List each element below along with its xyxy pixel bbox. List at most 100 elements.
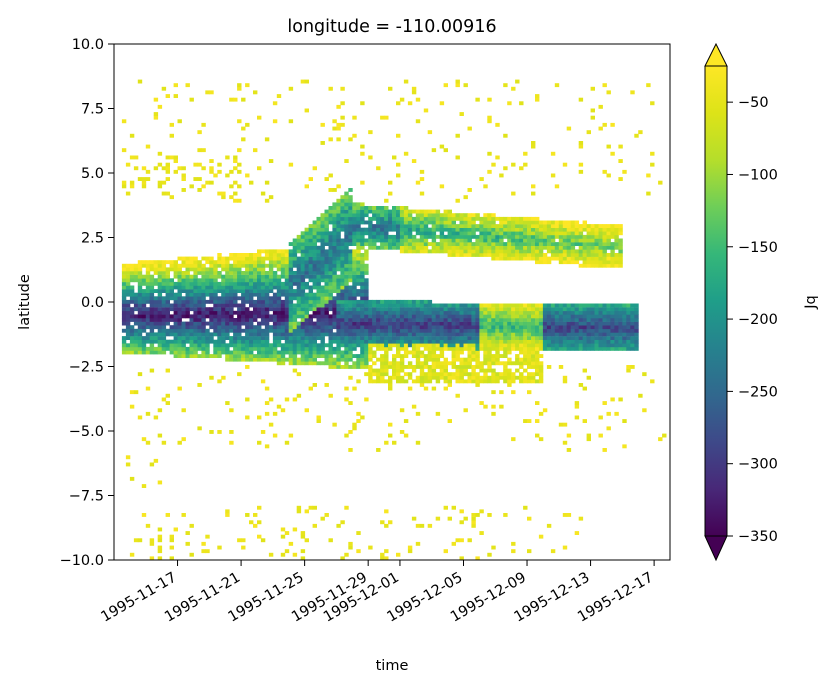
heatmap-cell (221, 325, 226, 330)
heatmap-cell (320, 278, 325, 283)
heatmap-cell (344, 505, 349, 510)
heatmap-cell (415, 321, 421, 326)
heatmap-cell (435, 379, 441, 384)
heatmap-cell (348, 220, 353, 225)
heatmap-cell (324, 260, 329, 265)
heatmap-cell (403, 213, 409, 218)
heatmap-cell (312, 328, 317, 333)
heatmap-cell (312, 321, 317, 326)
heatmap-cell (336, 281, 341, 286)
heatmap-cell (344, 339, 349, 344)
heatmap-cell (475, 325, 480, 330)
heatmap-cell (336, 339, 341, 344)
heatmap-cell (272, 321, 278, 326)
heatmap-cell (284, 299, 290, 304)
heatmap-cell (189, 343, 194, 348)
heatmap-cell (340, 556, 345, 560)
heatmap-cell (344, 296, 349, 301)
heatmap-cell (237, 357, 242, 362)
heatmap-cell (566, 325, 572, 330)
heatmap-cell (237, 119, 242, 124)
heatmap-cell (316, 296, 321, 301)
heatmap-cell (253, 336, 258, 340)
heatmap-cell (590, 224, 595, 228)
heatmap-cell (491, 411, 496, 416)
heatmap-cell (181, 321, 186, 326)
heatmap-cell (546, 303, 552, 308)
heatmap-cell (483, 310, 488, 315)
heatmap-cell (296, 505, 302, 510)
heatmap-cell (535, 216, 540, 221)
heatmap-cell (352, 278, 357, 283)
heatmap-cell (133, 336, 139, 340)
heatmap-cell (590, 346, 595, 351)
heatmap-cell (121, 184, 127, 189)
heatmap-cell (205, 274, 210, 279)
heatmap-cell (388, 216, 393, 221)
heatmap-cell (137, 350, 143, 355)
heatmap-cell (368, 368, 373, 373)
heatmap-cell (245, 263, 250, 268)
heatmap-cell (177, 296, 182, 301)
heatmap-cell (515, 325, 520, 330)
heatmap-cell (483, 249, 488, 254)
heatmap-cell (288, 343, 294, 348)
heatmap-cell (181, 437, 186, 442)
heatmap-cell (300, 253, 306, 257)
heatmap-cell (376, 339, 381, 344)
heatmap-cell (197, 130, 202, 135)
heatmap-cell (503, 256, 508, 261)
heatmap-cell (249, 278, 254, 283)
heatmap-cell (463, 253, 468, 257)
heatmap-cell (284, 260, 290, 265)
heatmap-cell (284, 332, 290, 337)
heatmap-cell (431, 375, 437, 380)
heatmap-cell (415, 209, 421, 214)
heatmap-cell (229, 354, 234, 358)
heatmap-cell (388, 191, 393, 196)
heatmap-cell (618, 231, 623, 236)
heatmap-cell (503, 307, 508, 312)
heatmap-cell (380, 336, 385, 340)
heatmap-cell (356, 209, 361, 214)
heatmap-cell (352, 296, 357, 301)
heatmap-cell (237, 303, 242, 308)
heatmap-cell (197, 354, 202, 358)
heatmap-cell (578, 97, 584, 102)
heatmap-cell (614, 253, 619, 257)
heatmap-cell (260, 249, 266, 254)
heatmap-cell (483, 361, 488, 366)
heatmap-cell (348, 285, 353, 290)
heatmap-cell (137, 307, 143, 312)
heatmap-cell (519, 231, 524, 236)
heatmap-cell (451, 318, 456, 322)
heatmap-cell (467, 213, 472, 218)
heatmap-cell (241, 321, 246, 326)
heatmap-cell (241, 253, 246, 257)
heatmap-cell (542, 321, 548, 326)
heatmap-cell (149, 346, 155, 351)
heatmap-cell (630, 336, 635, 340)
heatmap-cell (197, 339, 202, 344)
heatmap-cell (149, 260, 155, 265)
heatmap-cell (332, 202, 337, 207)
heatmap-cell (141, 336, 147, 340)
heatmap-cell (356, 336, 361, 340)
heatmap-cell (229, 256, 234, 261)
heatmap-cell (292, 296, 298, 301)
heatmap-cell (479, 343, 484, 348)
heatmap-cell (419, 318, 425, 322)
heatmap-cell (197, 285, 202, 290)
heatmap-cell (169, 278, 174, 283)
heatmap-cell (380, 332, 385, 337)
heatmap-cell (169, 260, 174, 265)
heatmap-cell (125, 162, 131, 167)
heatmap-cell (578, 339, 584, 344)
heatmap-cell (459, 253, 464, 257)
heatmap-cell (177, 328, 182, 333)
heatmap-cell (181, 310, 186, 315)
heatmap-cell (487, 365, 492, 369)
heatmap-cell (372, 206, 377, 210)
heatmap-cell (475, 253, 480, 257)
heatmap-cell (125, 321, 131, 326)
